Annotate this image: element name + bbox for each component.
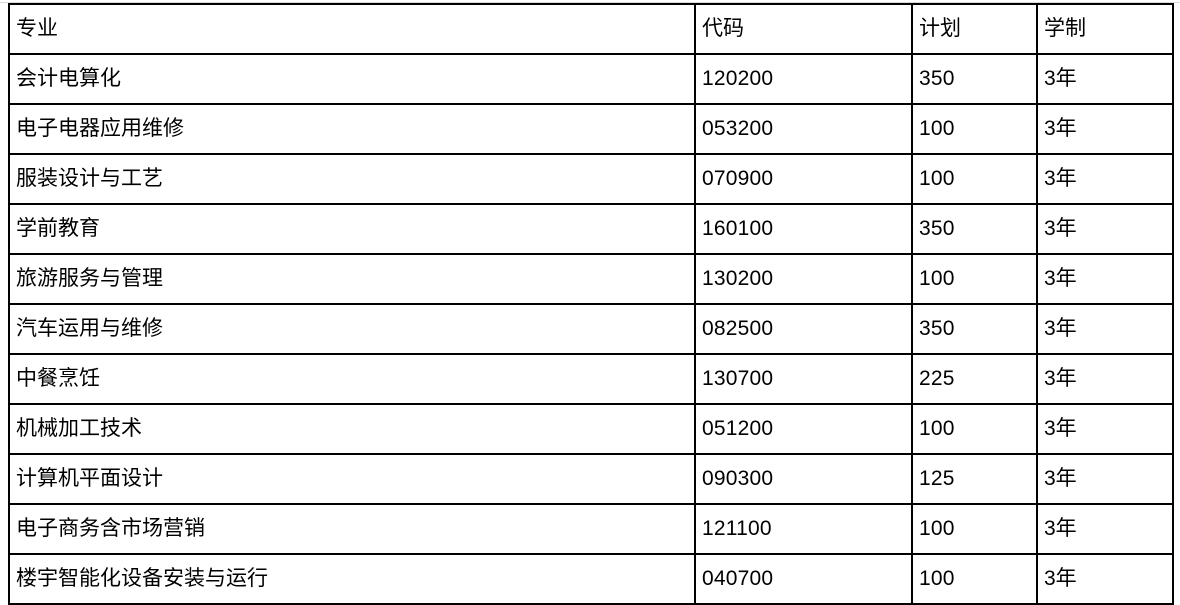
- cell-code: 130200: [694, 253, 913, 305]
- table-row: 服装设计与工艺 070900 100 3年: [8, 153, 1174, 205]
- cell-plan: 100: [911, 153, 1038, 205]
- cell-plan: 100: [911, 503, 1038, 555]
- cell-major: 会计电算化: [8, 53, 696, 105]
- cell-code: 051200: [694, 403, 913, 455]
- column-header-plan: 计划: [911, 3, 1038, 55]
- cell-major: 电子电器应用维修: [8, 103, 696, 155]
- table-row: 楼宇智能化设备安装与运行 040700 100 3年: [8, 553, 1174, 605]
- cell-major: 楼宇智能化设备安装与运行: [8, 553, 696, 605]
- cell-major: 旅游服务与管理: [8, 253, 696, 305]
- column-header-major: 专业: [8, 3, 696, 55]
- cell-plan: 350: [911, 203, 1038, 255]
- table-row: 汽车运用与维修 082500 350 3年: [8, 303, 1174, 355]
- cell-code: 040700: [694, 553, 913, 605]
- cell-code: 082500: [694, 303, 913, 355]
- cell-years: 3年: [1036, 253, 1174, 305]
- cell-plan: 350: [911, 303, 1038, 355]
- cell-code: 070900: [694, 153, 913, 205]
- cell-code: 053200: [694, 103, 913, 155]
- cell-years: 3年: [1036, 153, 1174, 205]
- cell-plan: 100: [911, 553, 1038, 605]
- cell-plan: 100: [911, 403, 1038, 455]
- cell-code: 120200: [694, 53, 913, 105]
- column-header-years: 学制: [1036, 3, 1174, 55]
- table-row: 电子电器应用维修 053200 100 3年: [8, 103, 1174, 155]
- cell-code: 121100: [694, 503, 913, 555]
- cell-years: 3年: [1036, 403, 1174, 455]
- cell-major: 电子商务含市场营销: [8, 503, 696, 555]
- cell-plan: 100: [911, 253, 1038, 305]
- cell-major: 机械加工技术: [8, 403, 696, 455]
- cell-major: 计算机平面设计: [8, 453, 696, 505]
- table-header: 专业 代码 计划 学制: [8, 3, 1174, 55]
- cell-code: 090300: [694, 453, 913, 505]
- cell-years: 3年: [1036, 503, 1174, 555]
- cell-code: 130700: [694, 353, 913, 405]
- cell-plan: 125: [911, 453, 1038, 505]
- cell-plan: 100: [911, 103, 1038, 155]
- cell-years: 3年: [1036, 353, 1174, 405]
- top-rule: [0, 2, 1180, 3]
- cell-plan: 350: [911, 53, 1038, 105]
- cell-years: 3年: [1036, 553, 1174, 605]
- cell-years: 3年: [1036, 53, 1174, 105]
- cell-major: 服装设计与工艺: [8, 153, 696, 205]
- table-row: 电子商务含市场营销 121100 100 3年: [8, 503, 1174, 555]
- table-row: 计算机平面设计 090300 125 3年: [8, 453, 1174, 505]
- cell-plan: 225: [911, 353, 1038, 405]
- table-row: 中餐烹饪 130700 225 3年: [8, 353, 1174, 405]
- table-row: 旅游服务与管理 130200 100 3年: [8, 253, 1174, 305]
- table-row: 学前教育 160100 350 3年: [8, 203, 1174, 255]
- cell-code: 160100: [694, 203, 913, 255]
- cell-years: 3年: [1036, 203, 1174, 255]
- cell-major: 汽车运用与维修: [8, 303, 696, 355]
- table-header-row: 专业 代码 计划 学制: [8, 3, 1174, 55]
- table-row: 会计电算化 120200 350 3年: [8, 53, 1174, 105]
- majors-table: 专业 代码 计划 学制 会计电算化 120200 350 3年 电子电器应用维修…: [8, 3, 1174, 605]
- majors-table-container: 专业 代码 计划 学制 会计电算化 120200 350 3年 电子电器应用维修…: [8, 3, 1174, 605]
- cell-years: 3年: [1036, 453, 1174, 505]
- column-header-code: 代码: [694, 3, 913, 55]
- cell-major: 学前教育: [8, 203, 696, 255]
- table-body: 会计电算化 120200 350 3年 电子电器应用维修 053200 100 …: [8, 53, 1174, 605]
- cell-years: 3年: [1036, 103, 1174, 155]
- table-row: 机械加工技术 051200 100 3年: [8, 403, 1174, 455]
- cell-years: 3年: [1036, 303, 1174, 355]
- cell-major: 中餐烹饪: [8, 353, 696, 405]
